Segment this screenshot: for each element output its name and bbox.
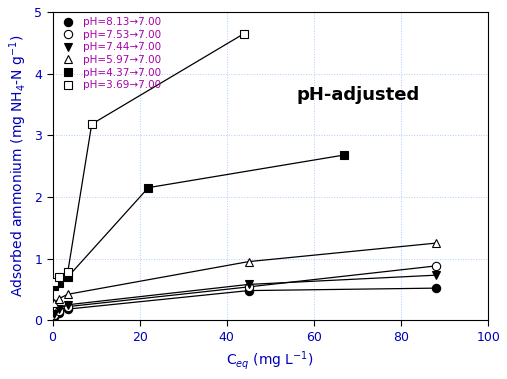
- Y-axis label: Adsorbed ammonium (mg NH$_{4}$-N g$^{-1}$): Adsorbed ammonium (mg NH$_{4}$-N g$^{-1}…: [7, 35, 28, 297]
- X-axis label: C$_{eq}$ (mg L$^{-1}$): C$_{eq}$ (mg L$^{-1}$): [227, 349, 314, 372]
- Text: pH-adjusted: pH-adjusted: [297, 86, 420, 104]
- Legend: pH=8.13→7.00, pH=7.53→7.00, pH=7.44→7.00, pH=5.97→7.00, pH=4.37→7.00, pH=3.69→7.: pH=8.13→7.00, pH=7.53→7.00, pH=7.44→7.00…: [56, 15, 163, 92]
